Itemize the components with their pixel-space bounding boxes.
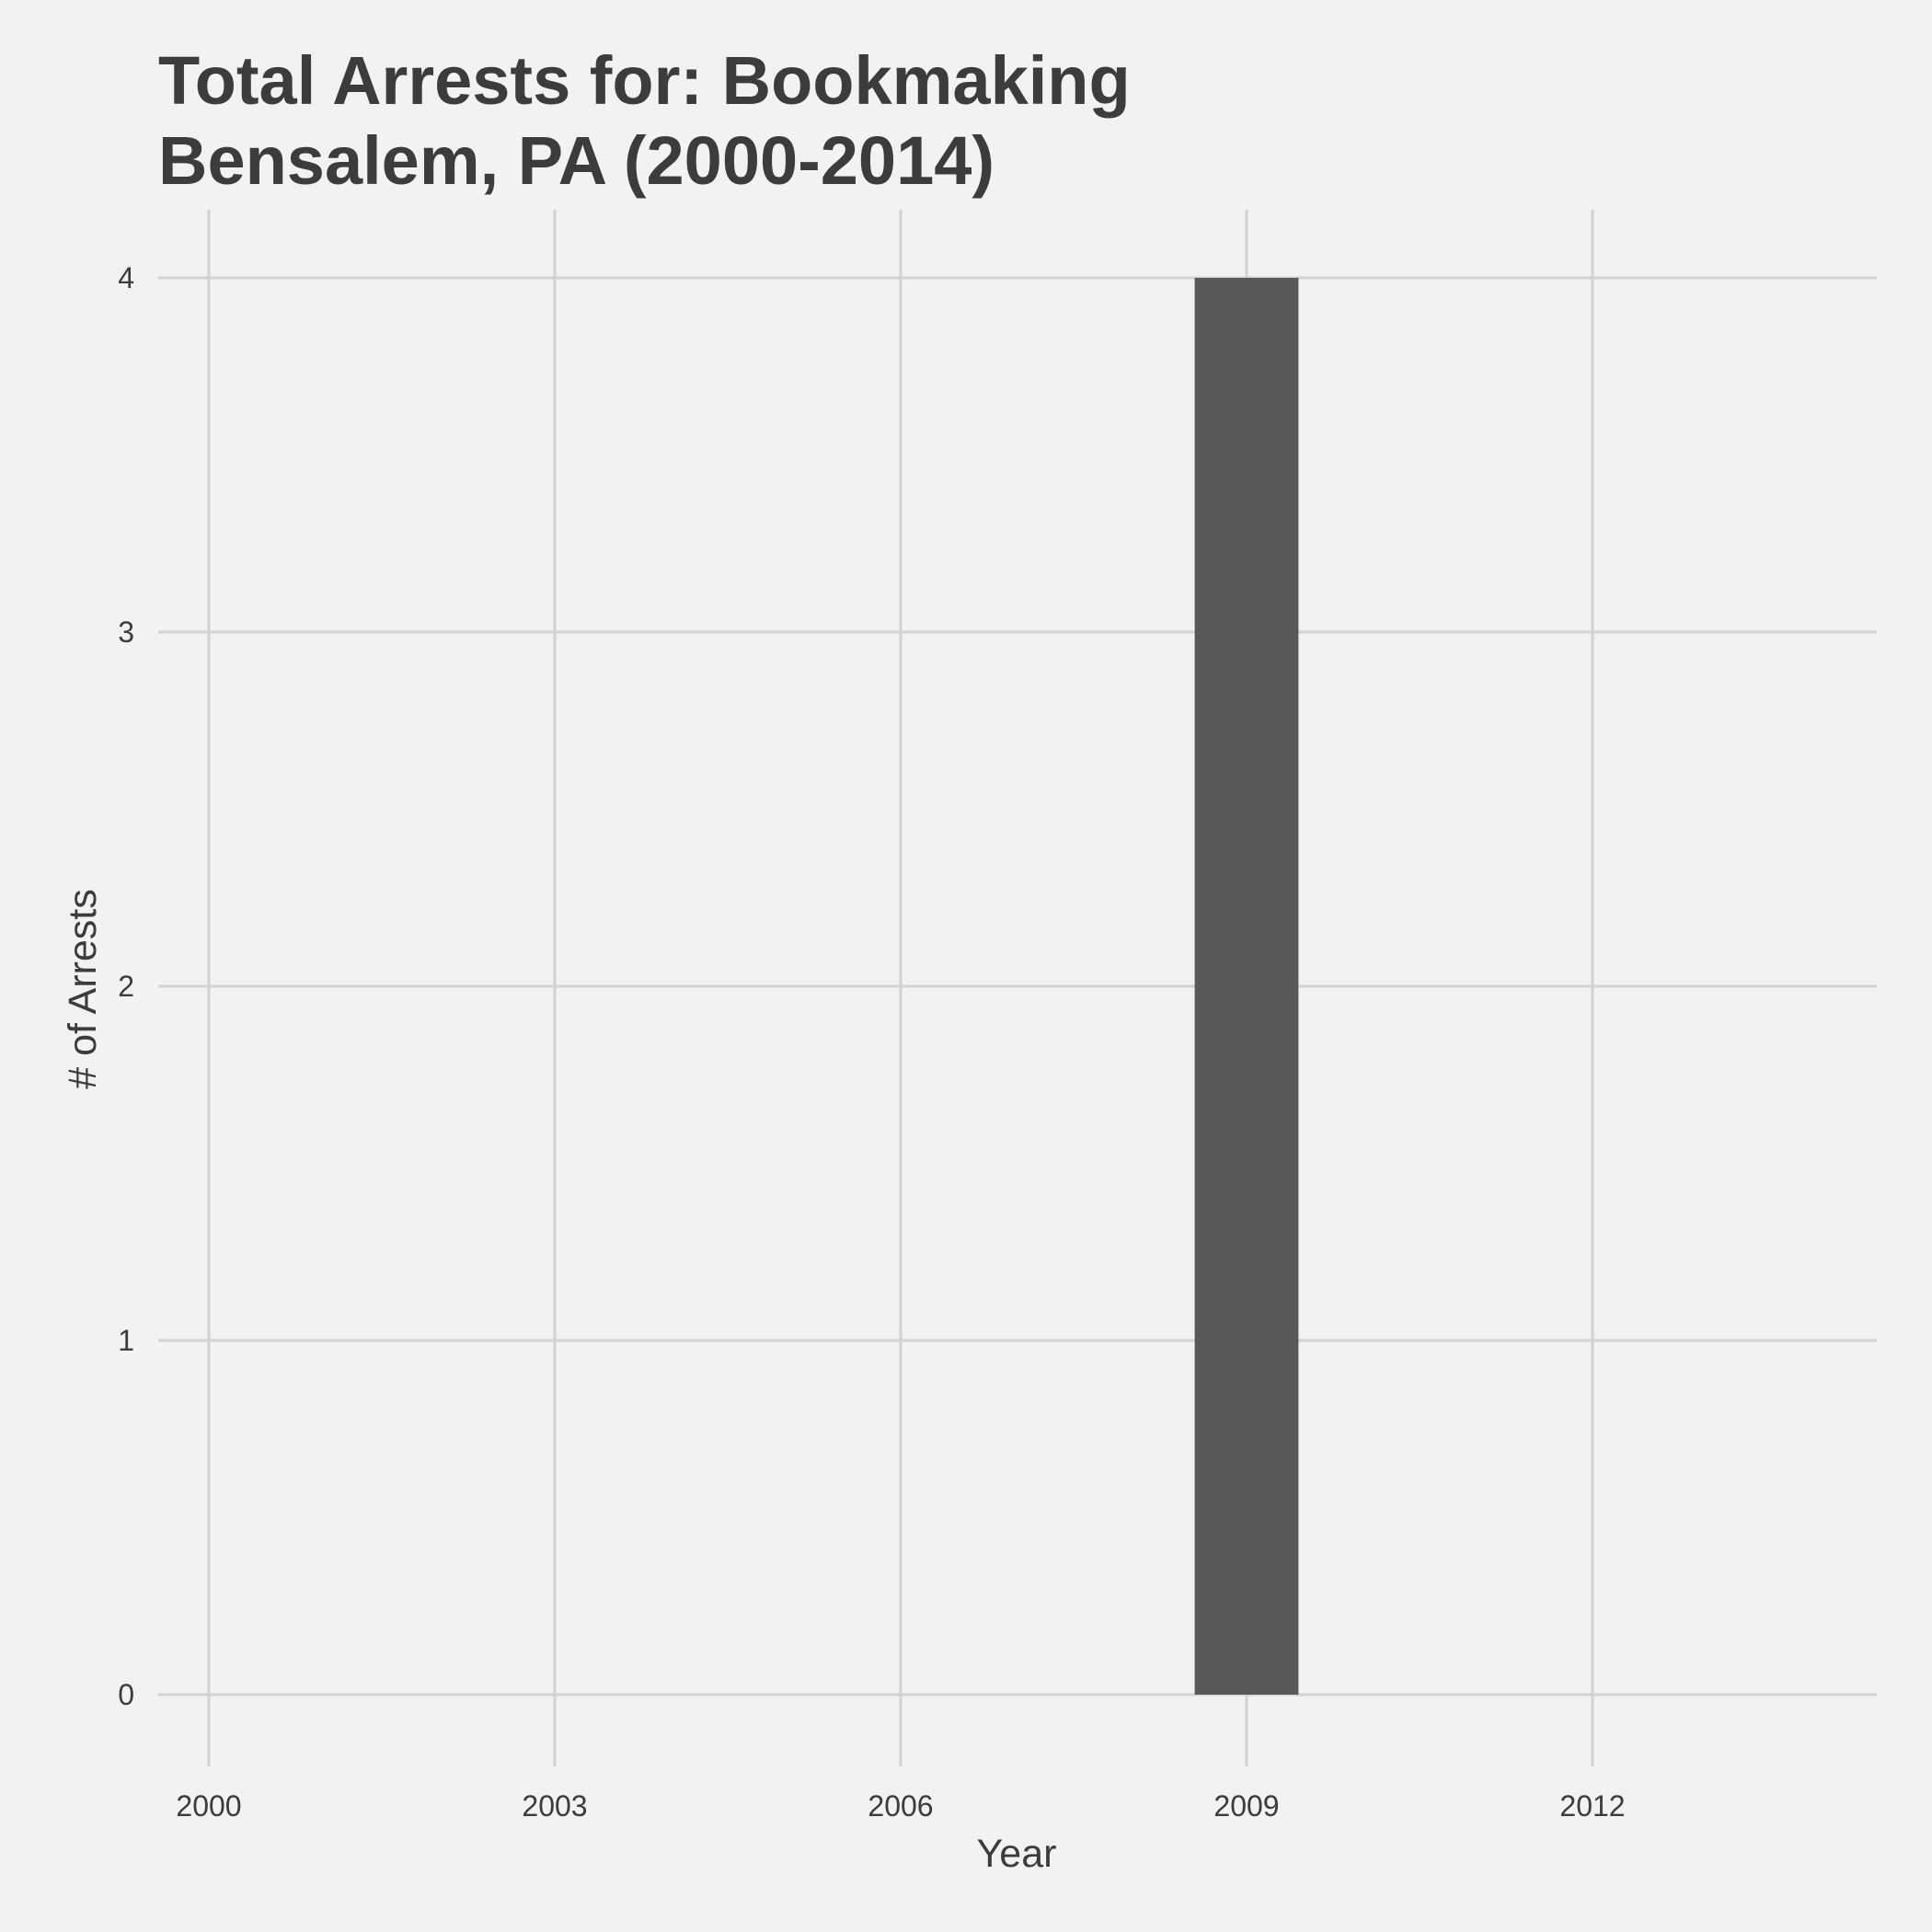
x-tick-label-2012: 2012	[1559, 1789, 1625, 1823]
chart-title: Total Arrests for: Bookmaking	[158, 42, 1131, 119]
x-tick-label-2003: 2003	[522, 1789, 587, 1823]
y-axis-title: # of Arrests	[61, 889, 105, 1088]
y-axis-tick-labels: 0 1 2 3 4	[118, 261, 134, 1711]
x-tick-label-2009: 2009	[1213, 1789, 1279, 1823]
x-tick-label-2000: 2000	[176, 1789, 241, 1823]
y-tick-label-1: 1	[118, 1324, 134, 1357]
vertical-gridlines	[207, 210, 1594, 1766]
bar-2009	[1194, 278, 1299, 1695]
y-tick-label-2: 2	[118, 970, 134, 1003]
x-tick-label-2006: 2006	[868, 1789, 933, 1823]
y-tick-label-4: 4	[118, 261, 134, 294]
y-tick-label-3: 3	[118, 615, 134, 649]
chart-subtitle: Bensalem, PA (2000-2014)	[158, 122, 995, 199]
bars	[1194, 278, 1299, 1695]
horizontal-gridlines	[158, 276, 1877, 1696]
x-axis-title: Year	[977, 1832, 1057, 1876]
x-axis-tick-labels: 2000 2003 2006 2009 2012	[176, 1789, 1625, 1823]
y-tick-label-0: 0	[118, 1678, 134, 1711]
